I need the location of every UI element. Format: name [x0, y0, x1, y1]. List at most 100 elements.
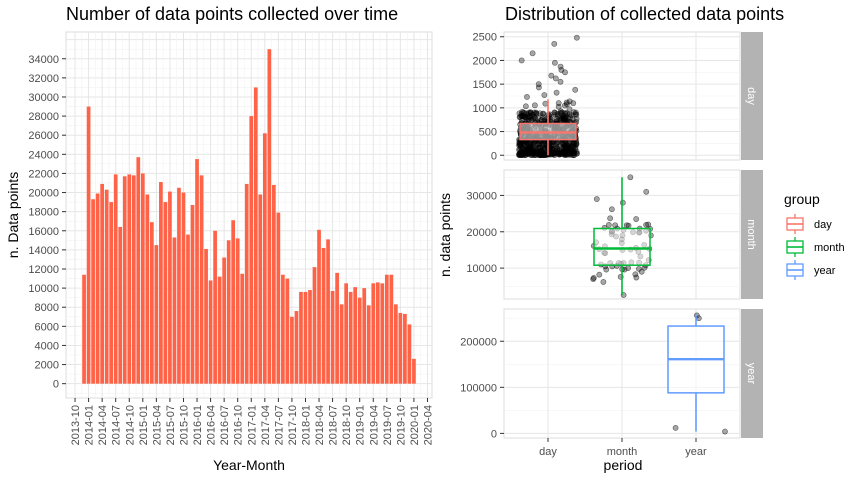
facet-strip — [741, 32, 763, 160]
bar — [262, 133, 267, 384]
data-point — [603, 266, 610, 273]
left-x-tick-label: 2019-01 — [355, 405, 367, 445]
bar — [127, 174, 132, 384]
bar — [168, 191, 172, 384]
bar — [222, 257, 227, 384]
bar — [366, 305, 371, 384]
facet-y-tick-label: 20000 — [466, 227, 497, 239]
data-point — [722, 428, 728, 435]
bar — [375, 282, 380, 384]
data-point — [562, 142, 569, 149]
bar — [217, 276, 222, 384]
left-y-tick-label: 0 — [53, 379, 59, 391]
bar — [253, 87, 258, 384]
bar — [91, 199, 95, 384]
bar — [380, 283, 385, 384]
facet-y-tick-label: 1500 — [473, 79, 497, 91]
data-point — [632, 271, 639, 278]
data-point — [635, 265, 642, 272]
bar — [344, 283, 349, 384]
bar — [226, 240, 231, 384]
data-point — [518, 57, 525, 64]
left-x-tick-label: 2014-04 — [97, 405, 109, 445]
left-x-tick-label: 2018-07 — [328, 405, 340, 445]
bar — [154, 245, 159, 384]
left-x-tick-label: 2020-04 — [422, 405, 434, 445]
bar — [281, 274, 285, 384]
bar — [100, 183, 105, 384]
bar — [362, 288, 367, 384]
data-point — [607, 215, 614, 222]
bar — [145, 194, 150, 384]
data-point — [563, 113, 569, 120]
data-point — [556, 151, 563, 158]
data-point — [517, 142, 524, 148]
facet-y-tick-label: 0 — [491, 428, 497, 440]
data-point — [531, 102, 538, 109]
left-x-tick-label: 2016-04 — [206, 405, 218, 445]
left-x-tick-label: 2014-01 — [84, 405, 96, 445]
left-y-tick-label: 22000 — [28, 168, 59, 180]
facet-y-tick-label: 500 — [479, 127, 497, 139]
data-point — [563, 99, 570, 106]
data-point — [517, 141, 523, 148]
bar — [330, 290, 335, 384]
facet-y-tick-label: 30000 — [466, 190, 497, 202]
bar — [235, 238, 240, 384]
data-point — [564, 151, 570, 158]
bar — [131, 175, 136, 384]
data-point — [573, 34, 580, 41]
left-x-tick-label: 2019-07 — [382, 405, 394, 445]
data-point — [558, 67, 565, 73]
left-y-tick-label: 34000 — [28, 54, 59, 66]
bar — [312, 267, 317, 384]
facet-y-tick-label: 0 — [491, 150, 497, 162]
bar — [258, 194, 263, 384]
left-x-tick-label: 2019-10 — [395, 405, 407, 445]
data-point — [572, 111, 579, 117]
data-point — [593, 196, 600, 202]
data-point — [623, 222, 630, 229]
data-point — [570, 144, 577, 150]
left-x-tick-label: 2018-01 — [300, 405, 312, 445]
data-point — [627, 174, 634, 181]
bar — [177, 187, 181, 384]
bar — [140, 173, 145, 384]
data-point — [605, 221, 612, 228]
data-point — [633, 274, 640, 281]
data-point — [527, 110, 534, 116]
bar — [339, 304, 344, 384]
left-y-tick-label: 16000 — [28, 226, 59, 238]
bar — [299, 291, 303, 384]
right-x-ticks: day month year — [539, 438, 707, 458]
bar — [163, 202, 168, 384]
data-point — [612, 222, 619, 229]
left-x-tick-label: 2018-10 — [341, 405, 353, 445]
bar — [109, 202, 114, 384]
left-y-tick-label: 2000 — [35, 360, 59, 372]
bar — [317, 229, 321, 384]
left-x-tick-label: 2019-04 — [368, 405, 380, 445]
left-x-tick-label: 2014-10 — [124, 405, 136, 445]
left-y-tick-label: 30000 — [28, 92, 59, 104]
facet-y-tick-label: 10000 — [466, 263, 497, 275]
bar — [204, 248, 208, 384]
data-point — [619, 199, 626, 206]
data-point — [561, 102, 568, 109]
bar — [181, 192, 186, 384]
right-x-tick-label: year — [685, 446, 707, 458]
left-y-tick-label: 6000 — [35, 321, 59, 333]
bar — [371, 283, 376, 384]
data-point — [526, 150, 532, 157]
bar — [190, 204, 195, 384]
left-x-tick-label: 2015-10 — [178, 405, 190, 445]
left-y-tick-label: 28000 — [28, 111, 59, 123]
left-x-axis-title: Year-Month — [213, 457, 285, 473]
data-point — [558, 110, 564, 117]
left-chart-title: Number of data points collected over tim… — [66, 4, 398, 24]
left-y-tick-label: 24000 — [28, 149, 59, 161]
left-gridlines — [66, 32, 432, 398]
data-point — [554, 145, 561, 152]
bar — [118, 226, 123, 384]
left-y-tick-label: 20000 — [28, 188, 59, 200]
